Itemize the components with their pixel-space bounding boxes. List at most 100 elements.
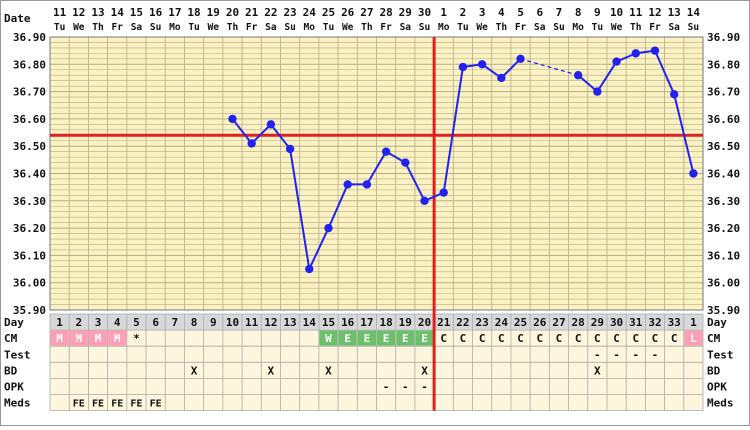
weekday-label: Su [553, 22, 564, 33]
day-cell: 31 [629, 316, 643, 329]
cm-cell-color [338, 330, 357, 346]
date-label: 11 [629, 6, 643, 19]
date-label: 29 [399, 6, 412, 19]
weekday-label: Fr [649, 22, 661, 33]
date-label: 14 [687, 6, 701, 19]
temperature-line-segment [250, 123, 272, 145]
weekday-label: Su [419, 22, 430, 33]
day-cell: 18 [379, 316, 392, 329]
date-label: 4 [498, 6, 505, 19]
date-label: 11 [53, 6, 67, 19]
day-cell: 10 [226, 316, 239, 329]
cm-cell: C [613, 332, 620, 345]
day-cell: 1 [56, 316, 63, 329]
y-tick-label-left: 36.00 [13, 277, 46, 290]
y-tick-label-right: 36.10 [707, 249, 740, 262]
temperature-line-segment [596, 61, 618, 93]
bd-cell: X [421, 364, 428, 377]
temperature-line-segment [673, 94, 695, 174]
y-tick-label-right: 36.20 [707, 222, 740, 235]
weekday-label: Th [496, 22, 507, 33]
day-cell: 6 [152, 316, 159, 329]
date-label: 3 [479, 6, 486, 19]
bd-cell: X [325, 364, 332, 377]
date-label: 30 [418, 6, 431, 19]
day-cell: 4 [114, 316, 121, 329]
test-cell: - [632, 348, 639, 361]
temperature-line-segment [327, 184, 349, 229]
weekday-label: Sa [400, 22, 412, 33]
weekday-label: Th [227, 22, 238, 33]
row-label-right-meds: Meds [707, 397, 734, 410]
cm-cell-color [88, 330, 108, 346]
weekday-label: Tu [592, 22, 603, 33]
temperature-point [669, 90, 679, 99]
date-label: 20 [226, 6, 239, 19]
cm-cell: C [536, 332, 543, 345]
date-label: 22 [264, 6, 277, 19]
cm-cell: M [95, 332, 102, 345]
temperature-point [381, 147, 391, 156]
weekday-label: Tu [457, 22, 468, 33]
cm-cell: C [460, 332, 467, 345]
weekday-label: Mo [304, 22, 316, 33]
day-cell: 25 [514, 316, 527, 329]
temperature-point [228, 114, 237, 124]
cm-cell: C [652, 332, 659, 345]
y-tick-label-left: 36.50 [13, 140, 46, 153]
temperature-line-gap [520, 58, 579, 76]
weekday-label: Sa [668, 22, 680, 33]
weekday-label: Su [284, 22, 295, 33]
y-tick-label-left: 36.80 [13, 58, 46, 71]
temperature-line-segment [289, 148, 311, 270]
temperature-line-segment [442, 66, 464, 193]
temperature-point [285, 144, 295, 154]
weekday-label: Sa [534, 22, 546, 33]
date-label: 28 [379, 6, 392, 19]
day-cell: 3 [95, 316, 102, 329]
test-cell: - [613, 348, 620, 361]
opk-cell: - [402, 381, 409, 394]
y-tick-label-left: 36.60 [13, 113, 46, 126]
meds-cell: FE [111, 399, 123, 410]
opk-cell: - [421, 381, 428, 394]
day-cell: 9 [210, 316, 217, 329]
date-label: 25 [322, 6, 335, 19]
y-tick-label-right: 36.60 [707, 113, 740, 126]
weekday-label: We [342, 22, 354, 33]
temperature-line-segment [231, 118, 253, 145]
cm-cell: E [421, 332, 428, 345]
cm-cell: C [517, 332, 524, 345]
cm-cell-color [684, 330, 703, 346]
weekday-label: Th [630, 22, 641, 33]
day-cell: 21 [437, 316, 451, 329]
weekday-label: Mo [169, 22, 181, 33]
cm-cell-color [377, 330, 396, 346]
temperature-point [689, 169, 698, 178]
row-label-opk: OPK [4, 381, 24, 394]
temperature-line-segment [366, 151, 387, 185]
day-cell: 32 [648, 316, 661, 329]
date-label: 24 [303, 6, 317, 19]
row-label-right-cm: CM [707, 332, 721, 345]
cm-cell: C [594, 332, 601, 345]
cm-cell: E [344, 332, 351, 345]
cm-cell: W [325, 332, 332, 345]
day-cell: 1 [690, 316, 697, 329]
cm-cell: E [402, 332, 409, 345]
cm-cell-color [108, 330, 127, 346]
day-cell: 27 [552, 316, 565, 329]
cm-cell: * [133, 332, 140, 345]
date-label: 23 [283, 6, 296, 19]
weekday-label: Fr [380, 22, 392, 33]
date-label: 26 [341, 6, 355, 19]
row-label-right-bd: BD [707, 364, 721, 377]
day-cell: 5 [133, 316, 140, 329]
date-label: 19 [207, 6, 220, 19]
weekday-label: Mo [438, 22, 450, 33]
day-cell: 13 [283, 316, 296, 329]
weekday-label: We [73, 22, 85, 33]
weekday-label: Fr [246, 22, 258, 33]
y-tick-label-right: 36.50 [707, 140, 740, 153]
